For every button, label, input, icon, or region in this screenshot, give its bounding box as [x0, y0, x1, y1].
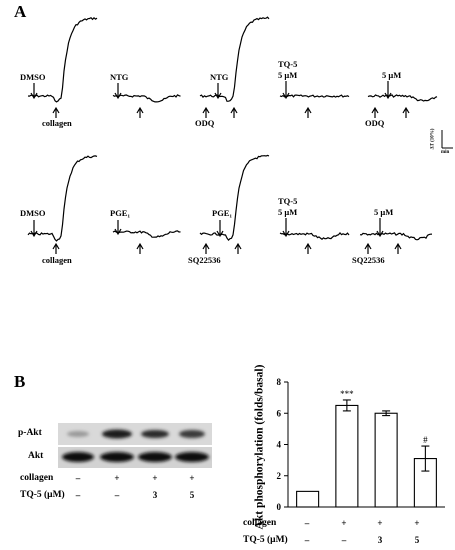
blot-tq5-lane2: – [114, 490, 120, 500]
row1-trace1-drug-label: DMSO [20, 72, 46, 82]
chart-bar [296, 490, 320, 508]
row2-trace1-drug-arrow [30, 220, 38, 238]
row2-trace1-line [27, 155, 98, 242]
scale-bar-x-label: min [441, 150, 450, 155]
row2-trace4-drug-arrow [282, 218, 290, 238]
row2-trace5-line [359, 232, 433, 241]
chart-y-axis-label: Akt phosphorylation (folds/basal) [253, 364, 266, 530]
blot-tq5-lane3: 3 [152, 490, 158, 500]
akt-bar-chart: 0 2 4 6 8 *** # [277, 377, 445, 512]
chart-collagen-bar4: + [414, 518, 420, 528]
row2-trace1-drug-label: DMSO [20, 208, 46, 218]
row1-trace3-inhibitor-label: ODQ [195, 118, 215, 128]
chart-tq5-bar2: – [341, 535, 347, 545]
blot-row-label-p-akt: p-Akt [18, 428, 42, 438]
row2-trace2-drug-label: PGE₁ [110, 208, 131, 218]
blot-tq5-lane1: – [75, 490, 81, 500]
row1-trace5-collagen-arrow [402, 106, 410, 118]
panel-b-letter: B [14, 372, 26, 391]
row2-trace4-line [279, 231, 350, 240]
row2-trace3-line [199, 154, 270, 241]
row2-trace3-collagen-arrow [234, 242, 242, 254]
chart-treatment-label-collagen: collagen [243, 518, 277, 528]
chart-y-tick-label: 4 [277, 440, 282, 450]
row1-trace5-inhibitor-arrow [371, 106, 379, 118]
row1-trace1-line [27, 16, 98, 103]
row1-trace1-drug-arrow [30, 83, 38, 100]
row1-trace4-collagen-arrow [304, 106, 312, 118]
row1-trace4-drug-arrow [282, 81, 290, 100]
row1-trace4-drug-label-line1: TQ-5 [278, 59, 298, 69]
row1-trace1-agonist-label: collagen [42, 118, 72, 128]
row2-trace5-inhibitor-arrow [364, 242, 372, 254]
chart-y-tick-label: 6 [277, 408, 282, 418]
row1-trace4-drug-label-line2: 5 μM [278, 70, 298, 80]
blot-treatment-label-tq5: TQ-5 (μM) [20, 490, 65, 500]
blot-collagen-lane3: + [152, 473, 158, 483]
row2-trace3-inhibitor-arrow [202, 242, 210, 254]
chart-significance-marker: *** [340, 389, 354, 399]
blot-collagen-lane4: + [189, 473, 195, 483]
row1-trace3-line [199, 16, 270, 102]
row1-trace2-line [112, 94, 181, 103]
panel-a-letter: A [14, 2, 27, 21]
row2-trace4-collagen-arrow [304, 242, 312, 254]
row2-trace5-collagen-arrow [394, 242, 402, 254]
chart-tq5-bar3: 3 [377, 535, 383, 545]
blot-treatment-label-collagen: collagen [20, 473, 54, 483]
blot-collagen-lane1: – [75, 473, 81, 483]
chart-y-tick-label: 8 [277, 377, 282, 387]
chart-tq5-bar4: 5 [414, 535, 420, 545]
aggregation-traces [27, 16, 438, 254]
row2-trace5-drug-arrow [376, 218, 384, 238]
chart-y-tick-label: 2 [277, 471, 282, 481]
scale-bar [441, 130, 453, 149]
row1-trace5-line [367, 94, 438, 102]
chart-tq5-bar1: – [304, 535, 310, 545]
row1-trace2-drug-arrow [114, 83, 122, 100]
blot-tq5-lane4: 5 [189, 490, 195, 500]
row1-trace5-drug-label: 5 μM [382, 70, 402, 80]
row2-trace3-inhibitor-label: SQ22536 [188, 255, 221, 265]
blot-collagen-lane2: + [114, 473, 120, 483]
row1-trace3-drug-arrow [214, 83, 222, 100]
row2-trace3-drug-arrow [216, 220, 224, 238]
row2-trace1-agonist-label: collagen [42, 255, 72, 265]
row1-trace5-drug-arrow [384, 81, 392, 100]
row2-trace5-drug-label: 5 μM [374, 207, 394, 217]
row2-trace4-drug-label-line1: TQ-5 [278, 196, 298, 206]
western-blot-image [58, 423, 212, 468]
chart-collagen-bar3: + [377, 518, 383, 528]
row1-trace2-drug-label: NTG [110, 72, 129, 82]
chart-bar [374, 412, 398, 508]
scale-bar-y-label: ΔT (10%) [430, 128, 436, 150]
row1-trace2-collagen-arrow [136, 106, 144, 118]
blot-row-label-akt: Akt [28, 451, 44, 461]
chart-collagen-bar1: – [304, 518, 310, 528]
chart-collagen-bar2: + [341, 518, 347, 528]
row2-trace2-line [112, 230, 181, 238]
chart-bar [335, 404, 359, 508]
row2-trace1-collagen-arrow [52, 242, 60, 254]
row2-trace3-drug-label: PGE₁ [212, 208, 233, 218]
row1-trace3-drug-label: NTG [210, 72, 229, 82]
row2-trace4-drug-label-line2: 5 μM [278, 207, 298, 217]
chart-y-tick-label: 0 [277, 502, 282, 512]
row2-trace5-inhibitor-label: SQ22536 [352, 255, 385, 265]
chart-treatment-label-tq5: TQ-5 (μM) [243, 535, 288, 545]
row1-trace3-inhibitor-arrow [202, 106, 210, 118]
chart-significance-marker: # [423, 435, 428, 445]
row1-trace3-collagen-arrow [230, 106, 238, 118]
row1-trace1-collagen-arrow [52, 106, 60, 118]
row2-trace2-collagen-arrow [136, 242, 144, 254]
row2-trace2-drug-arrow [114, 220, 122, 236]
row1-trace4-line [279, 94, 350, 98]
row1-trace5-inhibitor-label: ODQ [365, 118, 385, 128]
